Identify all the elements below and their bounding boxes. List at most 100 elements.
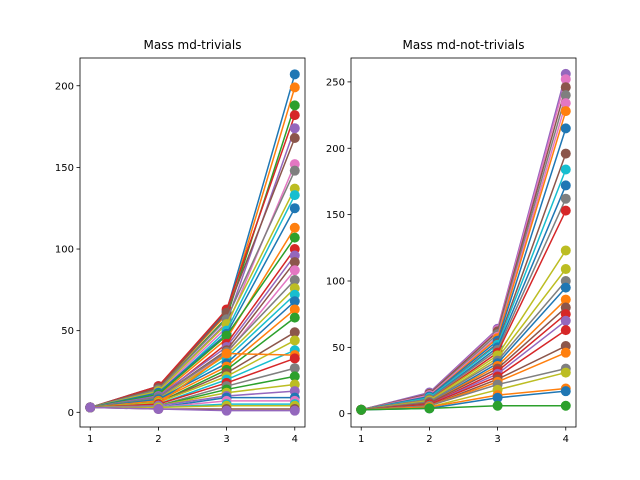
data-point: [221, 405, 232, 416]
data-point: [424, 403, 435, 414]
data-point: [289, 312, 300, 323]
data-point: [560, 74, 571, 85]
data-point: [289, 190, 300, 201]
series-line: [90, 406, 295, 412]
data-point: [560, 347, 571, 358]
y-tick-label: 0: [339, 409, 345, 420]
data-point: [560, 164, 571, 175]
chart-title: Mass md-trivials: [143, 38, 241, 52]
series-line: [90, 405, 295, 409]
data-point: [289, 405, 300, 416]
data-point: [492, 392, 503, 403]
data-point: [289, 353, 300, 364]
data-point: [560, 315, 571, 326]
data-point: [560, 106, 571, 117]
y-tick-label: 50: [332, 343, 345, 354]
data-point: [560, 90, 571, 101]
y-tick-label: 150: [326, 210, 345, 221]
data-point: [221, 330, 232, 341]
x-tick-label: 3: [223, 434, 229, 445]
data-point: [560, 180, 571, 191]
series-line: [90, 279, 296, 409]
plot-area: 1 2 3 4 0 50 100 150 200 250: [326, 57, 577, 445]
chart-md-trivials: Mass md-trivials 1 2 3 4 0 50 100 150 200: [55, 38, 306, 445]
series-37: [85, 402, 300, 416]
data-point: [492, 400, 503, 411]
data-point: [153, 404, 164, 415]
x-tick-label: 2: [426, 434, 432, 445]
series-line: [90, 255, 296, 409]
data-point: [560, 264, 571, 275]
data-point: [560, 98, 571, 109]
data-point: [289, 265, 300, 276]
plot-area: 1 2 3 4 0 50 100 150 200: [55, 57, 306, 445]
data-point: [289, 100, 300, 111]
series-line: [90, 207, 296, 409]
series-line: [361, 405, 566, 411]
y-tick-label: 250: [326, 77, 345, 88]
y-tick-label: 200: [326, 144, 345, 155]
data-point: [289, 363, 300, 374]
x-tick-label: 3: [494, 434, 500, 445]
data-point: [289, 165, 300, 176]
data-point: [85, 402, 96, 413]
x-tick-label: 1: [87, 434, 93, 445]
series-line: [90, 237, 296, 409]
data-point: [289, 222, 300, 233]
series-line: [90, 300, 296, 409]
data-point: [289, 335, 300, 346]
data-point: [560, 82, 571, 93]
data-point: [560, 205, 571, 216]
series-line: [90, 339, 296, 409]
data-point: [560, 325, 571, 336]
data-point: [289, 110, 300, 121]
axes-frame: [79, 57, 306, 428]
data-point: [560, 282, 571, 293]
data-point: [289, 69, 300, 80]
data-point: [560, 294, 571, 305]
data-point: [289, 123, 300, 134]
data-point: [289, 296, 300, 307]
y-tick-label: 200: [55, 81, 74, 92]
data-point: [289, 82, 300, 93]
data-point: [289, 275, 300, 286]
data-point: [560, 367, 571, 378]
series-27: [356, 400, 571, 415]
y-tick-label: 100: [55, 245, 74, 256]
series-line: [90, 188, 296, 409]
series-line: [90, 390, 295, 409]
data-point: [356, 404, 367, 415]
data-point: [289, 304, 300, 315]
chart-title: Mass md-not-trivials: [403, 38, 525, 52]
y-tick-label: 0: [68, 408, 74, 419]
x-tick-label: 1: [358, 434, 364, 445]
y-tick-label: 100: [326, 276, 345, 287]
data-point: [560, 193, 571, 204]
axes-frame: [350, 57, 577, 428]
chart-md-not-trivials: Mass md-not-trivials 1 2 3 4 0 50 100 150 200 250: [326, 38, 577, 445]
series-line: [90, 170, 296, 409]
x-tick-label: 4: [292, 434, 298, 445]
data-point: [560, 245, 571, 256]
series-line: [90, 137, 296, 409]
x-tick-label: 4: [563, 434, 569, 445]
data-point: [221, 348, 232, 359]
series-line: [90, 357, 296, 409]
data-point: [289, 327, 300, 338]
data-point: [560, 400, 571, 411]
data-point: [289, 232, 300, 243]
data-point: [560, 148, 571, 159]
data-point: [560, 123, 571, 134]
series-line: [90, 308, 296, 409]
x-tick-label: 2: [155, 434, 161, 445]
data-point: [289, 133, 300, 143]
data-point: [289, 371, 300, 382]
y-tick-label: 50: [61, 326, 74, 337]
data-point: [289, 257, 300, 268]
series-line: [90, 114, 296, 409]
data-point: [560, 386, 571, 397]
data-point: [289, 203, 300, 214]
y-tick-label: 150: [55, 163, 74, 174]
